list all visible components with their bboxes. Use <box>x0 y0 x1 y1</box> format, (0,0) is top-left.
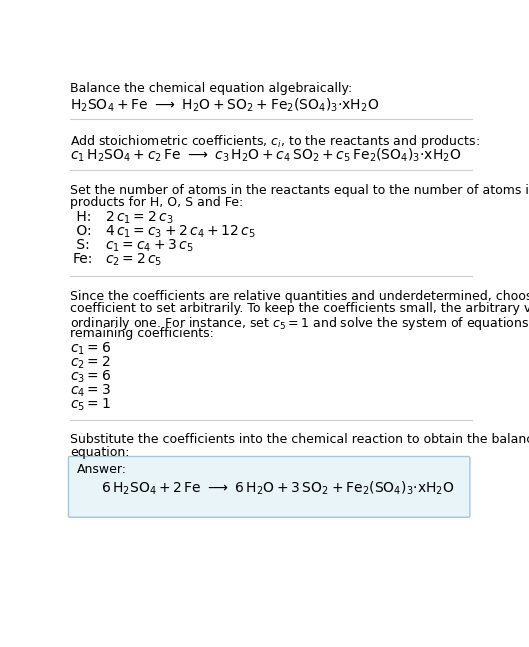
Text: Since the coefficients are relative quantities and underdetermined, choose a: Since the coefficients are relative quan… <box>70 290 529 303</box>
Text: H:: H: <box>72 210 92 224</box>
Text: equation:: equation: <box>70 446 130 459</box>
Text: $c_1\, \mathrm{H_2SO_4} + c_2\, \mathrm{Fe} \ \longrightarrow \ c_3\, \mathrm{H_: $c_1\, \mathrm{H_2SO_4} + c_2\, \mathrm{… <box>70 147 461 164</box>
Text: $6\, \mathrm{H_2SO_4} + 2\, \mathrm{Fe} \ \longrightarrow \ 6\, \mathrm{H_2O} + : $6\, \mathrm{H_2SO_4} + 2\, \mathrm{Fe} … <box>101 479 454 497</box>
Text: Substitute the coefficients into the chemical reaction to obtain the balanced: Substitute the coefficients into the che… <box>70 433 529 446</box>
Text: O:: O: <box>72 224 92 238</box>
Text: $c_4 = 3$: $c_4 = 3$ <box>70 382 111 399</box>
Text: $c_3 = 6$: $c_3 = 6$ <box>70 369 111 385</box>
Text: Add stoichiometric coefficients, $c_i$, to the reactants and products:: Add stoichiometric coefficients, $c_i$, … <box>70 133 480 150</box>
Text: S:: S: <box>72 238 90 252</box>
Text: coefficient to set arbitrarily. To keep the coefficients small, the arbitrary va: coefficient to set arbitrarily. To keep … <box>70 303 529 316</box>
Text: $2\,c_1 = 2\,c_3$: $2\,c_1 = 2\,c_3$ <box>105 210 174 226</box>
Text: $c_1 = c_4 + 3\,c_5$: $c_1 = c_4 + 3\,c_5$ <box>105 238 194 254</box>
Text: remaining coefficients:: remaining coefficients: <box>70 327 214 340</box>
Text: $\mathrm{H_2SO_4 + Fe \ \longrightarrow \ H_2O + SO_2 + Fe_2(SO_4)_3{\cdot}xH_2O: $\mathrm{H_2SO_4 + Fe \ \longrightarrow … <box>70 96 379 113</box>
Text: Set the number of atoms in the reactants equal to the number of atoms in the: Set the number of atoms in the reactants… <box>70 184 529 197</box>
Text: products for H, O, S and Fe:: products for H, O, S and Fe: <box>70 196 243 209</box>
Text: Fe:: Fe: <box>72 252 93 266</box>
Text: $c_1 = 6$: $c_1 = 6$ <box>70 341 111 357</box>
FancyBboxPatch shape <box>68 457 470 518</box>
Text: $c_2 = 2$: $c_2 = 2$ <box>70 355 111 371</box>
Text: $c_2 = 2\,c_5$: $c_2 = 2\,c_5$ <box>105 252 162 268</box>
Text: Answer:: Answer: <box>77 463 127 476</box>
Text: $4\,c_1 = c_3 + 2\,c_4 + 12\,c_5$: $4\,c_1 = c_3 + 2\,c_4 + 12\,c_5$ <box>105 224 256 240</box>
Text: ordinarily one. For instance, set $c_5 = 1$ and solve the system of equations fo: ordinarily one. For instance, set $c_5 =… <box>70 315 529 332</box>
Text: $c_5 = 1$: $c_5 = 1$ <box>70 397 111 413</box>
Text: Balance the chemical equation algebraically:: Balance the chemical equation algebraica… <box>70 82 352 95</box>
